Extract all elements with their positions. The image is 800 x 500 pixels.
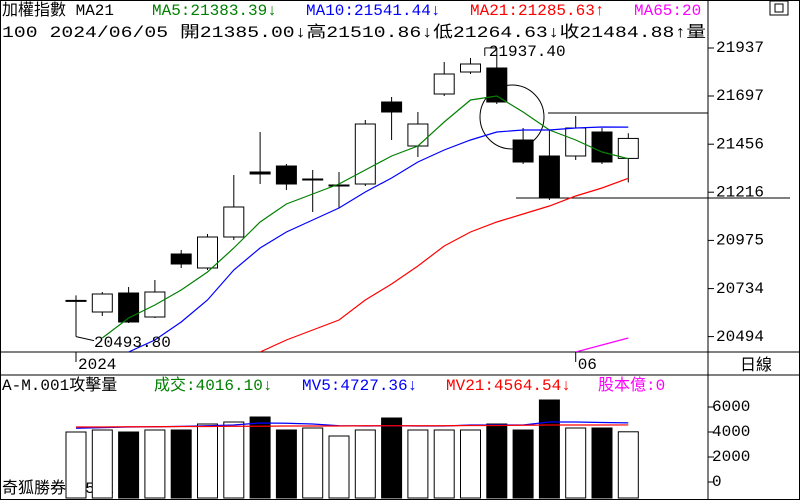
window-button[interactable] xyxy=(769,0,789,16)
candle-body xyxy=(91,293,113,313)
legend-entry: MA10:21541.44↓ xyxy=(306,2,440,20)
x-tick-label: 2024 xyxy=(78,356,116,374)
y-tick-label: 21697 xyxy=(716,87,764,105)
volume-bar xyxy=(407,429,429,499)
volume-bar xyxy=(249,416,271,499)
legend-entry: MA65:20 xyxy=(634,2,701,20)
period-label: 日線 xyxy=(740,356,772,375)
volume-bar xyxy=(223,421,245,499)
annotation: 21937.40 xyxy=(489,43,566,61)
ma-line xyxy=(128,126,629,352)
chart-title: 加權指數 MA21 xyxy=(2,1,114,20)
y-tick-label: 21456 xyxy=(716,135,764,153)
ma-line xyxy=(76,424,629,428)
volume-bar xyxy=(118,431,140,499)
candle-body xyxy=(433,73,455,95)
candle-body xyxy=(381,101,403,113)
candle-body xyxy=(275,165,297,185)
volume-title: A-M.001攻擊量 xyxy=(2,376,117,395)
candle-body xyxy=(302,178,324,181)
candle-body xyxy=(328,184,350,187)
header: 加權指數 MA21 100 2024/06/05 開21385.00↓高2151… xyxy=(2,1,706,42)
volume-bar xyxy=(328,435,350,499)
x-tick-label: 06 xyxy=(578,356,597,374)
candle-body xyxy=(486,67,508,103)
volume-bar xyxy=(486,423,508,499)
candle-body xyxy=(617,137,639,159)
volume-bar xyxy=(170,429,192,499)
annotation-leader xyxy=(75,336,95,342)
legend-entry: 成交:4016.10↓ xyxy=(154,376,272,395)
y-tick-label: 21216 xyxy=(716,183,764,201)
volume-bar xyxy=(144,429,166,499)
ma-line xyxy=(259,177,629,352)
legend-entry: MV21:4564.54↓ xyxy=(446,377,571,395)
price-plot: 21937.40 20493.80 xyxy=(65,43,708,352)
window-button-icon xyxy=(774,3,784,13)
y-tick-label: 2000 xyxy=(712,448,750,466)
y-tick-label: 6000 xyxy=(712,398,750,416)
candle-body xyxy=(460,63,481,73)
annotation: 20493.80 xyxy=(94,334,171,352)
candle-body xyxy=(565,127,587,157)
volume-bar xyxy=(460,429,481,499)
candle-body xyxy=(512,139,534,163)
volume-bar xyxy=(354,429,376,499)
y-tick-label: 4000 xyxy=(712,423,750,441)
candle-body xyxy=(170,253,192,265)
candle-body xyxy=(249,171,271,175)
legend-entry: MA21:21285.63↑ xyxy=(470,2,604,20)
y-tick-label: 21937 xyxy=(716,39,764,57)
volume-bar xyxy=(433,429,455,499)
drawing-circle xyxy=(479,84,545,150)
volume-bar xyxy=(591,427,613,499)
volume-bar xyxy=(91,429,113,499)
legend-entry: 股本億:0 xyxy=(598,376,665,395)
candle-body xyxy=(118,292,140,323)
candle-body xyxy=(538,155,560,199)
candle-body xyxy=(591,131,613,163)
bar-info: 100 2024/06/05 開21385.00↓高21510.86↓低2126… xyxy=(2,23,706,42)
y-tick-label: 20494 xyxy=(716,328,764,346)
legend-entry: MA5:21383.39↓ xyxy=(152,2,277,20)
legend-entry: MV5:4727.36↓ xyxy=(302,377,417,395)
ma-line xyxy=(101,95,629,339)
candle-body xyxy=(197,236,218,269)
y-tick-label: 0 xyxy=(712,473,722,491)
volume-bar xyxy=(512,429,534,499)
volume-bar xyxy=(275,429,297,499)
volume-bar xyxy=(538,399,560,499)
volume-bar xyxy=(617,431,639,499)
volume-bar xyxy=(381,417,403,499)
ma-line xyxy=(575,337,629,352)
volume-bar xyxy=(65,431,87,499)
volume-bar xyxy=(565,427,587,499)
y-tick-label: 20734 xyxy=(716,280,764,298)
candle-body xyxy=(354,123,376,185)
candle-body xyxy=(223,206,245,238)
volume-bar xyxy=(302,427,324,499)
y-tick-label: 20975 xyxy=(716,232,764,250)
candle-body xyxy=(407,123,429,147)
candle-body xyxy=(65,299,87,302)
volume-bar xyxy=(197,423,218,499)
